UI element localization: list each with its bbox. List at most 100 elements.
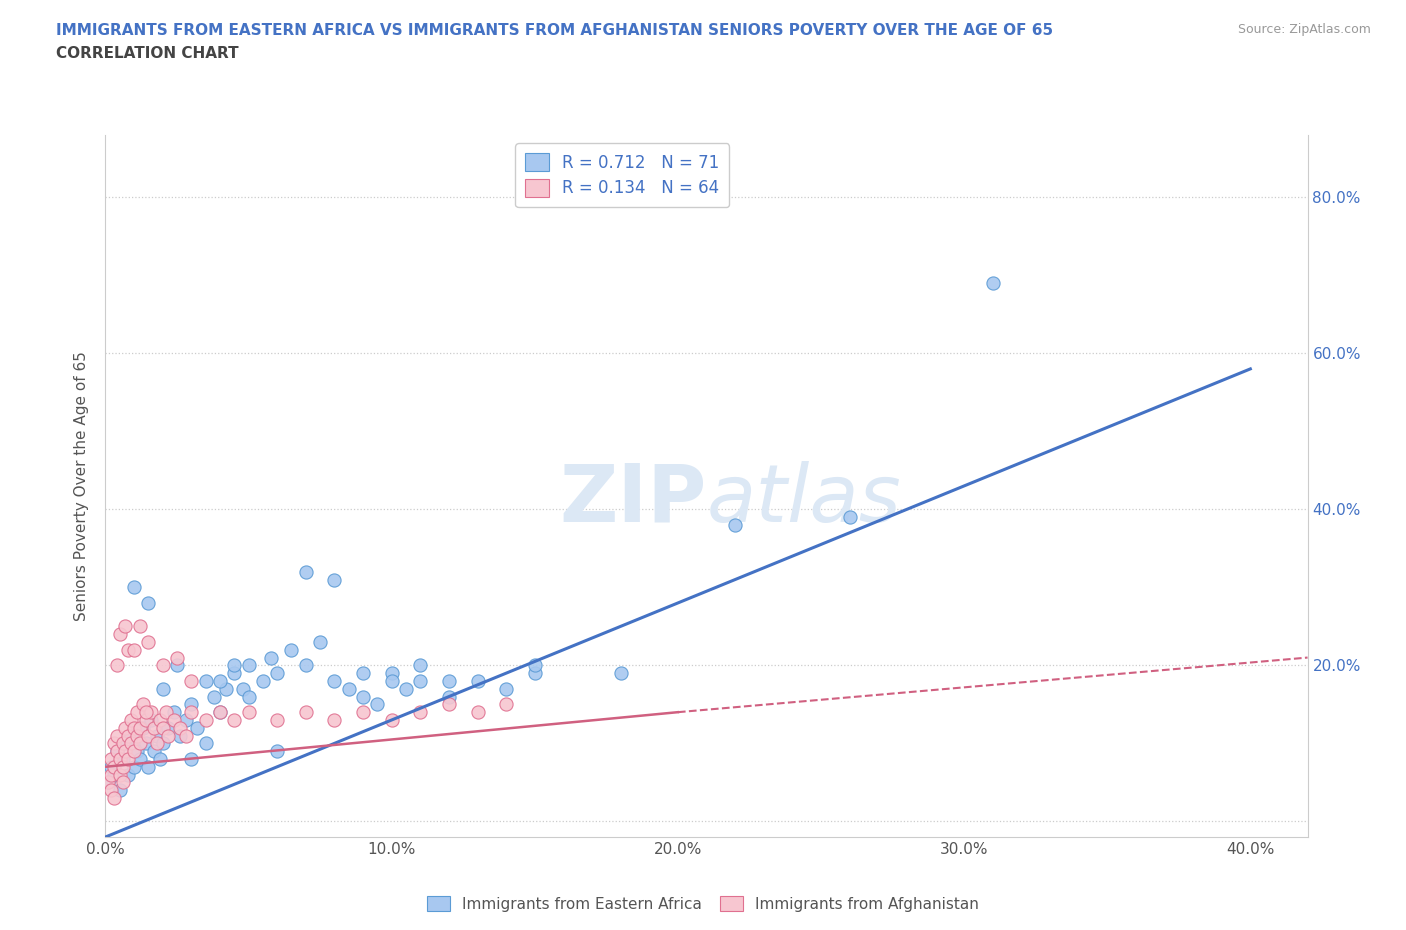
Text: IMMIGRANTS FROM EASTERN AFRICA VS IMMIGRANTS FROM AFGHANISTAN SENIORS POVERTY OV: IMMIGRANTS FROM EASTERN AFRICA VS IMMIGR… <box>56 23 1053 38</box>
Point <box>180 705 202 720</box>
Point <box>266 744 288 759</box>
Point <box>122 721 145 736</box>
Point <box>114 736 136 751</box>
Point <box>208 705 231 720</box>
Point <box>409 705 432 720</box>
Point <box>131 721 153 736</box>
Text: ZIP: ZIP <box>560 461 707 539</box>
Point <box>266 666 288 681</box>
Point <box>97 775 120 790</box>
Point <box>724 517 747 532</box>
Point <box>128 721 150 736</box>
Point <box>152 736 174 751</box>
Point <box>120 728 142 743</box>
Point <box>128 736 150 751</box>
Point <box>111 775 134 790</box>
Point <box>609 666 631 681</box>
Point <box>381 673 404 688</box>
Point <box>437 673 460 688</box>
Point <box>323 572 346 587</box>
Point <box>981 275 1004 290</box>
Point <box>103 759 125 774</box>
Point <box>120 736 142 751</box>
Point <box>111 736 134 751</box>
Point <box>120 712 142 727</box>
Point <box>523 658 546 672</box>
Point <box>152 658 174 672</box>
Point <box>117 643 139 658</box>
Point <box>208 705 231 720</box>
Point <box>266 712 288 727</box>
Point <box>395 682 418 697</box>
Point <box>437 697 460 711</box>
Point <box>100 767 122 782</box>
Point <box>166 650 188 665</box>
Point <box>163 705 186 720</box>
Point <box>495 682 517 697</box>
Point <box>117 767 139 782</box>
Point <box>366 697 388 711</box>
Legend: Immigrants from Eastern Africa, Immigrants from Afghanistan: Immigrants from Eastern Africa, Immigran… <box>420 889 986 918</box>
Point <box>128 619 150 634</box>
Point <box>180 673 202 688</box>
Point <box>224 666 246 681</box>
Point <box>214 682 236 697</box>
Point <box>114 619 136 634</box>
Point <box>166 658 188 672</box>
Point <box>309 634 332 649</box>
Point <box>238 658 260 672</box>
Point <box>135 705 157 720</box>
Point <box>143 744 166 759</box>
Point <box>105 658 128 672</box>
Point <box>152 721 174 736</box>
Point <box>352 666 374 681</box>
Point <box>381 666 404 681</box>
Point <box>149 751 172 766</box>
Point <box>232 682 254 697</box>
Point <box>125 705 148 720</box>
Point <box>224 712 246 727</box>
Point <box>260 650 283 665</box>
Point <box>337 682 360 697</box>
Point <box>169 728 191 743</box>
Point <box>111 751 134 766</box>
Point <box>838 510 860 525</box>
Point <box>323 673 346 688</box>
Point <box>100 759 122 774</box>
Point <box>352 705 374 720</box>
Point <box>125 728 148 743</box>
Point <box>103 736 125 751</box>
Point <box>100 783 122 798</box>
Y-axis label: Seniors Poverty Over the Age of 65: Seniors Poverty Over the Age of 65 <box>75 351 90 621</box>
Point <box>138 759 160 774</box>
Text: CORRELATION CHART: CORRELATION CHART <box>56 46 239 61</box>
Point <box>280 643 302 658</box>
Point <box>122 759 145 774</box>
Point <box>323 712 346 727</box>
Legend: R = 0.712   N = 71, R = 0.134   N = 64: R = 0.712 N = 71, R = 0.134 N = 64 <box>516 143 730 207</box>
Point <box>152 682 174 697</box>
Point <box>295 658 318 672</box>
Point <box>146 728 169 743</box>
Point <box>135 712 157 727</box>
Point <box>169 721 191 736</box>
Point <box>146 736 169 751</box>
Point <box>174 728 197 743</box>
Point <box>495 697 517 711</box>
Point <box>194 673 217 688</box>
Point <box>157 721 180 736</box>
Point <box>100 751 122 766</box>
Point <box>224 658 246 672</box>
Point <box>143 721 166 736</box>
Point <box>114 721 136 736</box>
Point <box>131 697 153 711</box>
Point <box>117 751 139 766</box>
Point <box>202 689 225 704</box>
Point <box>157 728 180 743</box>
Point <box>135 736 157 751</box>
Point <box>238 705 260 720</box>
Point <box>194 736 217 751</box>
Point <box>138 595 160 610</box>
Text: Source: ZipAtlas.com: Source: ZipAtlas.com <box>1237 23 1371 36</box>
Point <box>122 580 145 595</box>
